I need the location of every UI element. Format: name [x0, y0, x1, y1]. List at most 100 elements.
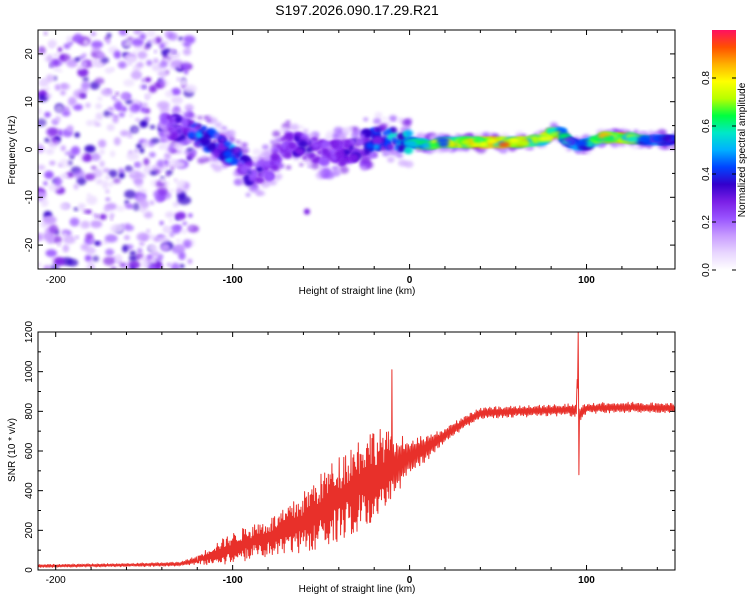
spectrogram-ridge-blob — [274, 160, 281, 166]
spectrogram-noise-blob — [121, 106, 128, 112]
spectrogram-noise-blob — [165, 172, 170, 177]
spectrogram-noise-blob — [51, 136, 58, 144]
spectrogram-noise-blob — [128, 254, 138, 262]
spectrogram-noise-blob — [45, 86, 50, 92]
spectrogram-noise-blob — [184, 104, 194, 112]
spectrogram-noise-blob — [96, 51, 105, 58]
spectrogram-noise-blob — [125, 55, 137, 63]
spectrogram-noise-blob — [182, 41, 191, 48]
spectrogram-halo-blob — [299, 125, 304, 129]
spectrogram-noise-blob — [105, 248, 115, 256]
spectrogram-ridge-blob — [239, 165, 249, 174]
spectrogram-noise-blob — [129, 250, 136, 256]
spectrogram-noise-blob — [90, 165, 97, 170]
colorbar-tick-label: 0.2 — [701, 215, 712, 229]
spectrogram-halo-blob — [360, 156, 371, 164]
spectrogram-ridge-blob — [472, 138, 482, 143]
spectrogram-noise-blob — [176, 187, 183, 194]
spectrogram-ridge-blob — [256, 159, 265, 166]
spectrogram-noise-blob — [149, 151, 156, 158]
spectrogram-noise-blob — [94, 240, 101, 246]
colorbar-ticks: 0.0 0.2 0.4 0.6 0.8 — [701, 71, 736, 277]
spectrogram-noise-blob — [95, 179, 104, 185]
spectrogram-halo-blob — [299, 163, 304, 167]
spectrogram-noise-blob — [78, 55, 86, 60]
spectrogram-noise-blob — [115, 92, 119, 96]
spectrogram-noise-blob — [99, 213, 107, 220]
spectrogram-noise-blob — [159, 42, 166, 50]
spectrogram-noise-blob — [140, 208, 144, 212]
x-tick-label: -100 — [223, 575, 243, 586]
spectrogram-noise-blob — [92, 168, 103, 178]
spectrogram-noise-blob — [139, 241, 145, 246]
spectrogram-noise-blob — [73, 169, 85, 179]
spectrogram-noise-blob — [110, 224, 125, 234]
spectrogram-noise-blob — [86, 195, 98, 205]
spectrogram-ridge-blob — [349, 140, 354, 145]
y-tick-label: -20 — [24, 237, 35, 252]
colorbar-gradient — [712, 30, 736, 270]
spectrogram-halo-blob — [269, 139, 276, 145]
spectrogram-noise-blob — [135, 256, 141, 260]
spectrogram-ridge-blob — [314, 143, 320, 148]
spectrogram-noise-blob — [81, 81, 91, 90]
spectrogram-ridge-blob — [280, 142, 287, 148]
spectrogram-noise-blob — [183, 69, 189, 75]
spectrogram-halo-blob — [159, 143, 169, 150]
spectrogram-ridge-blob — [206, 143, 216, 152]
y-tick-label: 20 — [24, 48, 35, 60]
spectrogram-ridge-blob — [328, 148, 337, 156]
spectrogram-noise-blob — [90, 238, 95, 243]
spectrogram-noise-blob — [149, 124, 156, 130]
spectrogram-noise-blob — [176, 77, 181, 82]
spectrogram-ridge-blob — [330, 154, 337, 160]
spectrogram-noise-blob — [40, 198, 49, 208]
spectrogram-noise-blob — [63, 235, 76, 244]
spectrogram-noise-blob — [72, 103, 83, 111]
spectrogram-noise-blob — [44, 170, 54, 179]
spectrogram-noise-blob — [107, 114, 113, 119]
y-tick-label: 1000 — [24, 360, 35, 383]
spectrogram-ridge-blob — [478, 142, 489, 147]
spectrogram-halo-blob — [374, 111, 383, 119]
spectrogram-ridge-blob — [260, 173, 266, 178]
spectrogram-noise-blob — [120, 92, 130, 100]
spectrogram-noise-blob — [149, 200, 155, 206]
spectrogram-noise-blob — [163, 159, 169, 165]
spectrogram-halo-blob — [360, 165, 368, 171]
spectrogram-ridge-blob — [403, 140, 418, 147]
spectrogram-ridge-blob — [637, 136, 650, 142]
spectrogram-noise-blob — [141, 78, 145, 83]
y-tick-label: 0 — [24, 146, 35, 152]
chart-title: S197.2026.090.17.29.R21 — [275, 2, 439, 18]
y-tick-label: -10 — [24, 190, 35, 205]
spectrogram-noise-blob — [157, 186, 168, 196]
spectrogram-noise-blob — [146, 229, 151, 233]
spectrogram-halo-blob — [206, 118, 212, 123]
colorbar-label: Normalized spectral amplitude — [737, 82, 748, 217]
y-tick-label: 0 — [24, 567, 35, 573]
spectrogram-noise-blob — [159, 61, 168, 69]
spectrogram-ridge-blob — [247, 170, 252, 175]
spectrogram-ridge-blob — [651, 136, 661, 141]
spectrogram-noise-blob — [112, 116, 119, 124]
spectrogram-ridge-blob — [216, 143, 226, 151]
spectrogram-noise-blob — [60, 145, 66, 152]
spectrogram-noise-blob — [58, 158, 72, 168]
spectrogram-ridge-blob — [305, 146, 313, 153]
colorbar-tick-label: 0.4 — [701, 167, 712, 181]
spectrogram-noise-blob — [135, 118, 140, 122]
spectrogram-noise-blob — [78, 92, 87, 99]
spectrogram-noise-blob — [117, 167, 126, 174]
spectrogram-noise-blob — [171, 87, 181, 96]
spectrogram-noise-blob — [124, 203, 133, 209]
spectrogram-noise-blob — [77, 67, 89, 77]
spectrogram-noise-blob — [187, 258, 193, 265]
spectrogram-noise-blob — [136, 61, 144, 68]
spectrogram-halo-blob — [197, 115, 203, 120]
spectrogram-noise-blob — [103, 240, 108, 245]
spectrogram-ridge-blob — [498, 141, 511, 148]
spectrogram-noise-blob — [70, 146, 81, 156]
spectrogram-noise-blob — [109, 150, 116, 158]
